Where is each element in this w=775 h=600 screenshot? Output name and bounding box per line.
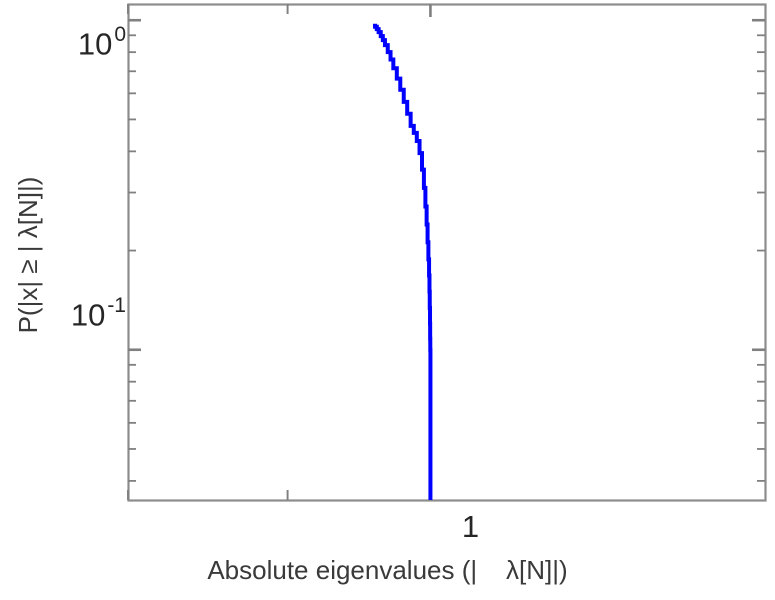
y-tick-label-1e0: 100 <box>77 23 126 62</box>
y-axis-title: P(|x| ≥ | λ[N]|) <box>13 176 43 334</box>
y-tick-mantissa: 10 <box>77 26 113 62</box>
y-tick-mantissa: 10 <box>70 297 106 333</box>
y-tick-exponent: 0 <box>114 23 126 46</box>
y-axis-ticks-right <box>752 18 765 482</box>
data-series-group <box>372 23 433 500</box>
x-tick-label-1: 1 <box>461 509 480 544</box>
plot-box-border <box>127 3 767 502</box>
data-series-line <box>372 23 433 500</box>
y-axis-ticks-left <box>128 18 141 482</box>
y-tick-exponent: -1 <box>107 294 126 317</box>
y-tick-label-1e-1: 10-1 <box>70 294 126 333</box>
x-axis-title: Absolute eigenvalues (| λ[N]|) <box>207 555 568 585</box>
x-axis-ticks-top <box>127 4 432 17</box>
